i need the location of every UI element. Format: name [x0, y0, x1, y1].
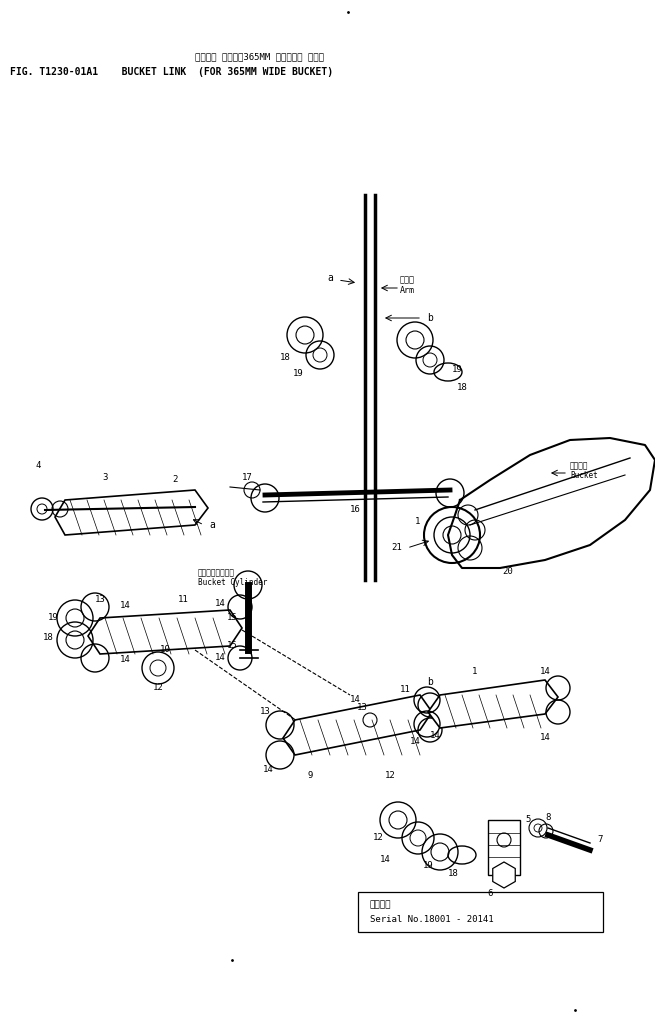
Text: バケットシリンダ: バケットシリンダ — [198, 568, 235, 577]
Text: 19: 19 — [452, 366, 462, 375]
Text: 4: 4 — [35, 462, 41, 470]
Text: 14: 14 — [380, 855, 390, 864]
Text: 19: 19 — [48, 613, 58, 623]
Text: 12: 12 — [153, 683, 163, 692]
Polygon shape — [428, 680, 558, 728]
Text: 10: 10 — [160, 645, 170, 654]
Text: 18: 18 — [457, 384, 468, 392]
Polygon shape — [55, 490, 208, 535]
Text: 5: 5 — [525, 815, 531, 824]
Text: Bucket: Bucket — [570, 471, 598, 480]
Text: バケット: バケット — [570, 461, 588, 470]
Text: a: a — [209, 520, 215, 530]
Text: 2: 2 — [172, 475, 178, 484]
Text: アーム
Arm: アーム Arm — [400, 275, 415, 295]
Text: 15: 15 — [227, 613, 237, 623]
Text: FIG. T1230-01A1    BUCKET LINK  (FOR 365MM WIDE BUCKET): FIG. T1230-01A1 BUCKET LINK (FOR 365MM W… — [10, 67, 333, 77]
Text: 14: 14 — [409, 737, 421, 746]
Text: b: b — [427, 313, 433, 323]
Text: 13: 13 — [94, 596, 105, 604]
Text: 12: 12 — [384, 770, 396, 779]
Bar — [358, 892, 603, 932]
Text: 12: 12 — [373, 834, 383, 843]
Text: 6: 6 — [487, 889, 493, 897]
Polygon shape — [283, 695, 432, 755]
Text: 14: 14 — [120, 655, 130, 665]
Text: 14: 14 — [540, 733, 550, 742]
Polygon shape — [493, 862, 515, 888]
Text: 9: 9 — [307, 770, 312, 779]
Text: 1: 1 — [415, 517, 421, 526]
Text: 13: 13 — [356, 703, 367, 713]
Text: 7: 7 — [597, 836, 603, 845]
Text: 14: 14 — [215, 599, 225, 608]
Text: Bucket Cylinder: Bucket Cylinder — [198, 578, 267, 587]
Text: 16: 16 — [350, 506, 360, 514]
Text: 11: 11 — [400, 685, 411, 694]
Text: 14: 14 — [540, 668, 550, 677]
Text: b: b — [427, 677, 433, 687]
Text: 18: 18 — [43, 634, 53, 642]
Text: 14: 14 — [215, 653, 225, 663]
Text: 14: 14 — [430, 730, 440, 739]
Polygon shape — [88, 610, 242, 654]
Text: 適用号機: 適用号機 — [370, 900, 392, 909]
Text: バケット リンク（365MM 幅バケット ヨウ）: バケット リンク（365MM 幅バケット ヨウ） — [195, 52, 324, 61]
Bar — [488, 820, 520, 874]
Text: a: a — [327, 273, 333, 283]
Text: 20: 20 — [502, 567, 514, 577]
Text: 14: 14 — [120, 600, 130, 609]
Text: 8: 8 — [546, 813, 551, 822]
Text: 19: 19 — [293, 370, 303, 379]
Text: Serial No.18001 - 20141: Serial No.18001 - 20141 — [370, 915, 494, 925]
Text: 18: 18 — [447, 868, 458, 878]
Text: 18: 18 — [280, 353, 290, 362]
Text: 19: 19 — [422, 860, 434, 869]
Text: 21: 21 — [392, 544, 402, 553]
Text: 1: 1 — [472, 668, 477, 677]
Text: 3: 3 — [102, 473, 107, 482]
Text: 17: 17 — [242, 473, 252, 482]
Text: 15: 15 — [227, 640, 237, 649]
Text: 13: 13 — [259, 708, 271, 717]
Text: 11: 11 — [178, 596, 189, 604]
Text: 14: 14 — [263, 766, 273, 774]
Text: 14: 14 — [350, 695, 360, 705]
